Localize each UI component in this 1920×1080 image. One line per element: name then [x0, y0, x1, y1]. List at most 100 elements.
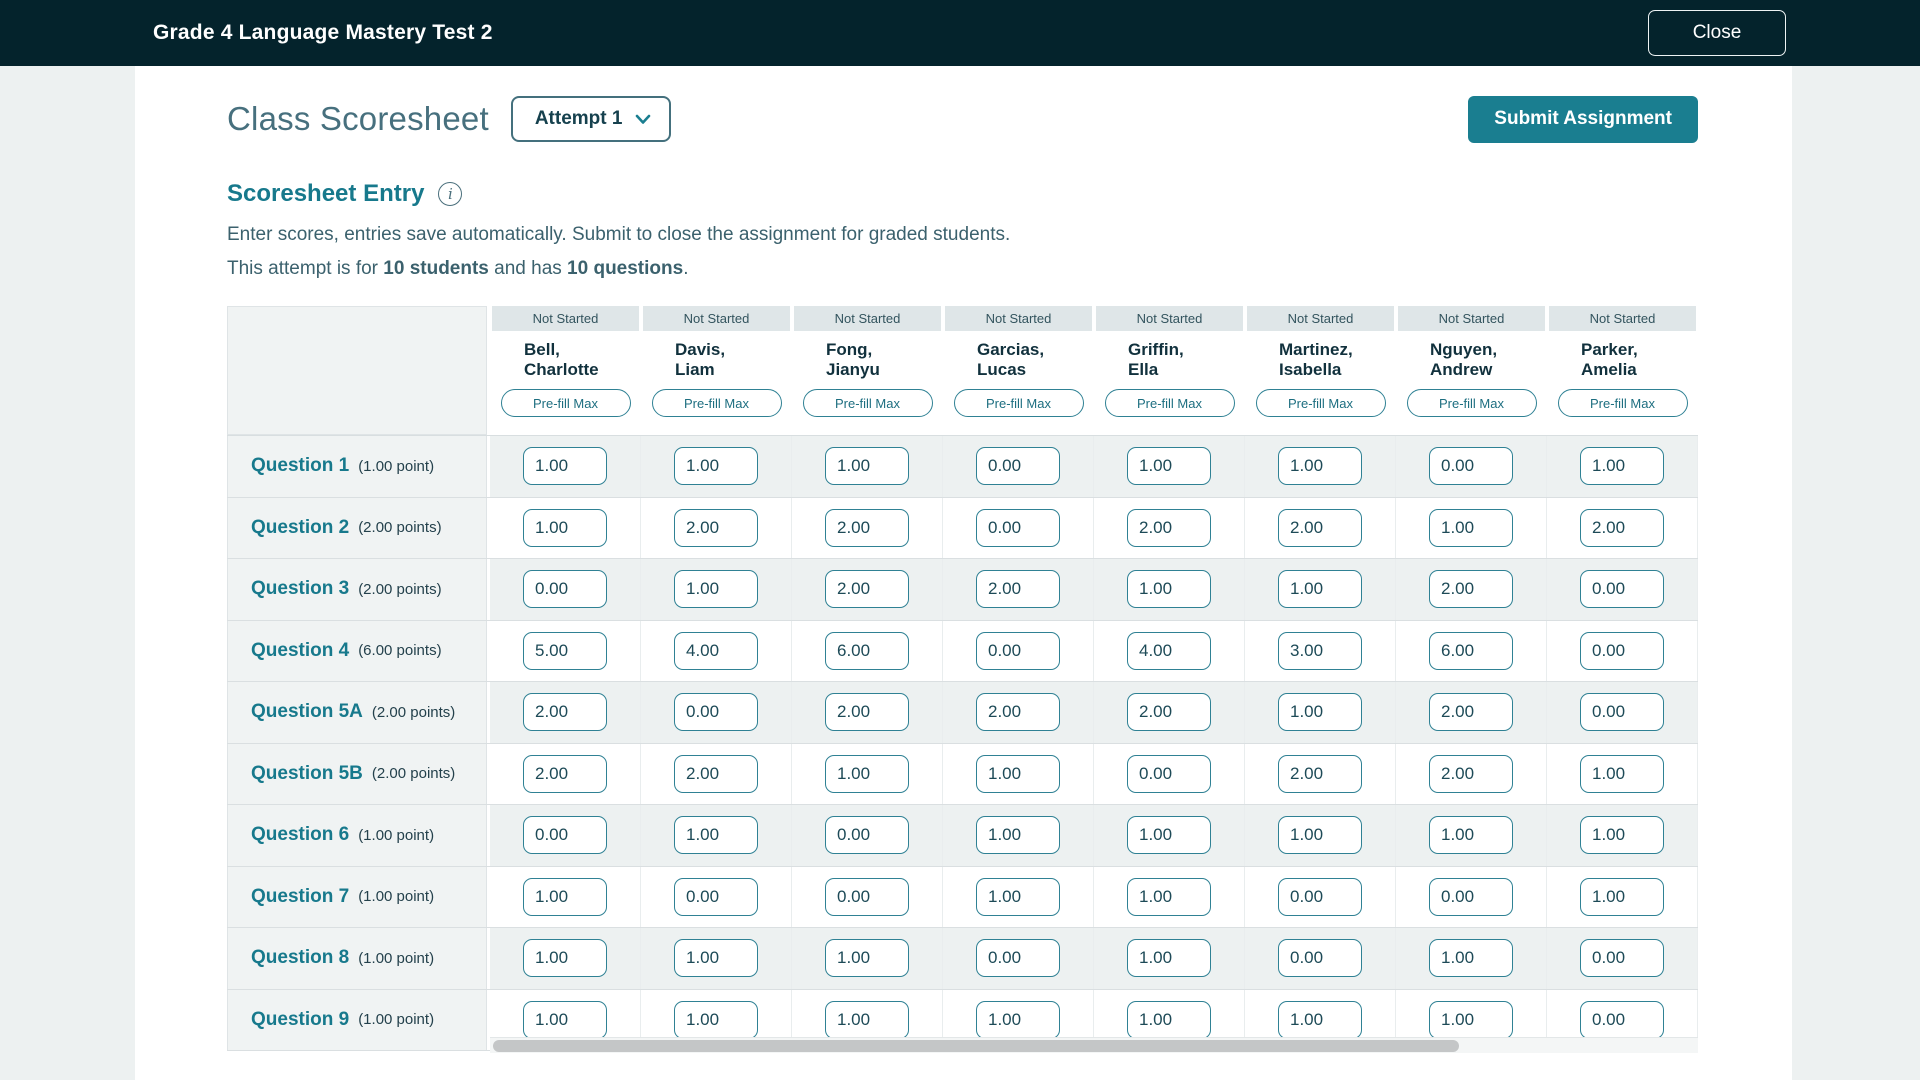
score-input[interactable]: [825, 631, 909, 670]
status-band: Not Started: [1094, 306, 1245, 331]
score-input[interactable]: [674, 570, 758, 609]
score-cell: [490, 559, 641, 620]
score-input[interactable]: [825, 754, 909, 793]
attempt-dropdown[interactable]: Attempt 1: [510, 96, 672, 142]
score-input[interactable]: [825, 693, 909, 732]
score-input[interactable]: [674, 508, 758, 547]
score-input[interactable]: [674, 939, 758, 978]
score-input[interactable]: [976, 631, 1060, 670]
close-button[interactable]: Close: [1648, 10, 1786, 56]
score-input[interactable]: [523, 693, 607, 732]
score-input[interactable]: [523, 631, 607, 670]
score-input[interactable]: [825, 816, 909, 855]
score-input[interactable]: [1278, 754, 1362, 793]
score-input[interactable]: [1429, 754, 1513, 793]
score-input[interactable]: [523, 508, 607, 547]
score-input[interactable]: [1429, 939, 1513, 978]
score-input[interactable]: [1429, 508, 1513, 547]
score-input[interactable]: [1127, 754, 1211, 793]
prefill-max-button[interactable]: Pre-fill Max: [651, 389, 782, 417]
score-input[interactable]: [825, 508, 909, 547]
score-input[interactable]: [1580, 877, 1664, 916]
score-input[interactable]: [1580, 631, 1664, 670]
score-input[interactable]: [523, 447, 607, 486]
info-icon[interactable]: i: [438, 182, 463, 206]
score-input[interactable]: [523, 1000, 607, 1039]
score-input[interactable]: [1127, 570, 1211, 609]
score-cell: [943, 620, 1094, 681]
score-input[interactable]: [674, 754, 758, 793]
score-input[interactable]: [1127, 631, 1211, 670]
score-input[interactable]: [674, 693, 758, 732]
score-input[interactable]: [1429, 693, 1513, 732]
score-input[interactable]: [825, 1000, 909, 1039]
score-input[interactable]: [523, 939, 607, 978]
score-input[interactable]: [1278, 570, 1362, 609]
score-input[interactable]: [1278, 939, 1362, 978]
score-input[interactable]: [1278, 631, 1362, 670]
horizontal-scrollbar[interactable]: [490, 1037, 1698, 1053]
score-input[interactable]: [976, 508, 1060, 547]
score-input[interactable]: [523, 816, 607, 855]
prefill-max-button[interactable]: Pre-fill Max: [1557, 389, 1688, 417]
score-input[interactable]: [976, 570, 1060, 609]
score-input[interactable]: [1278, 447, 1362, 486]
score-input[interactable]: [523, 570, 607, 609]
score-input[interactable]: [1580, 816, 1664, 855]
score-input[interactable]: [976, 939, 1060, 978]
score-input[interactable]: [1429, 631, 1513, 670]
score-input[interactable]: [976, 693, 1060, 732]
prefill-max-button[interactable]: Pre-fill Max: [1255, 389, 1386, 417]
score-input[interactable]: [1429, 447, 1513, 486]
score-input[interactable]: [976, 816, 1060, 855]
score-input[interactable]: [1580, 1000, 1664, 1039]
score-input[interactable]: [1429, 570, 1513, 609]
score-input[interactable]: [1127, 877, 1211, 916]
score-input[interactable]: [674, 631, 758, 670]
prefill-max-button[interactable]: Pre-fill Max: [802, 389, 933, 417]
score-input[interactable]: [1580, 693, 1664, 732]
scrollbar-thumb[interactable]: [493, 1040, 1460, 1052]
score-input[interactable]: [1278, 1000, 1362, 1039]
prefill-max-button[interactable]: Pre-fill Max: [500, 389, 631, 417]
score-input[interactable]: [1580, 447, 1664, 486]
score-input[interactable]: [1127, 939, 1211, 978]
score-input[interactable]: [1127, 1000, 1211, 1039]
score-cell: [1547, 805, 1698, 866]
score-input[interactable]: [1580, 570, 1664, 609]
score-input[interactable]: [1127, 447, 1211, 486]
score-input[interactable]: [523, 754, 607, 793]
score-input[interactable]: [1278, 816, 1362, 855]
question-points: (6.00 points): [358, 642, 442, 660]
prefill-max-button[interactable]: Pre-fill Max: [1406, 389, 1537, 417]
score-input[interactable]: [825, 939, 909, 978]
score-input[interactable]: [976, 1000, 1060, 1039]
score-input[interactable]: [674, 877, 758, 916]
score-input[interactable]: [1278, 508, 1362, 547]
score-input[interactable]: [1278, 877, 1362, 916]
score-input[interactable]: [825, 570, 909, 609]
score-input[interactable]: [674, 447, 758, 486]
score-input[interactable]: [1429, 816, 1513, 855]
score-input[interactable]: [825, 877, 909, 916]
score-input[interactable]: [674, 816, 758, 855]
score-input[interactable]: [976, 877, 1060, 916]
submit-assignment-button[interactable]: Submit Assignment: [1468, 95, 1698, 143]
assignment-title: Grade 4 Language Mastery Test 2: [153, 21, 493, 44]
score-input[interactable]: [1580, 508, 1664, 547]
score-input[interactable]: [1580, 754, 1664, 793]
score-input[interactable]: [1429, 1000, 1513, 1039]
score-input[interactable]: [674, 1000, 758, 1039]
score-input[interactable]: [825, 447, 909, 486]
score-input[interactable]: [1127, 693, 1211, 732]
score-input[interactable]: [1580, 939, 1664, 978]
score-input[interactable]: [523, 877, 607, 916]
score-input[interactable]: [1127, 816, 1211, 855]
prefill-max-button[interactable]: Pre-fill Max: [1104, 389, 1235, 417]
prefill-max-button[interactable]: Pre-fill Max: [953, 389, 1084, 417]
score-input[interactable]: [1127, 508, 1211, 547]
score-input[interactable]: [1278, 693, 1362, 732]
score-input[interactable]: [976, 447, 1060, 486]
score-input[interactable]: [1429, 877, 1513, 916]
score-input[interactable]: [976, 754, 1060, 793]
